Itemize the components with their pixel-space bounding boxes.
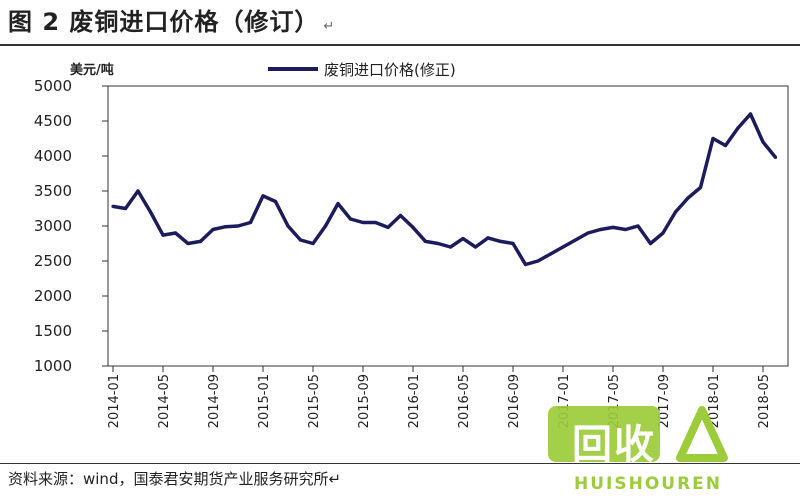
data-point (536, 259, 540, 263)
series-line-scrap-copper-price (112, 112, 777, 267)
data-point (223, 225, 228, 229)
data-point (736, 126, 740, 130)
data-point (598, 227, 603, 232)
data-point (261, 194, 265, 198)
data-point (236, 224, 240, 228)
top-rule (0, 44, 800, 46)
y-tick-label: 4000 (34, 147, 72, 165)
x-tick-label: 2014-05 (157, 374, 172, 428)
figure-title-text: 图 2 废铜进口价格（修订） (8, 8, 320, 36)
watermark-text: HUISHOUREN (574, 474, 723, 494)
data-point (198, 239, 203, 243)
y-axis: 1000 1500 2000 2500 3000 3500 4000 4500 5000 (34, 77, 108, 375)
line-chart: 1000 1500 2000 2500 3000 3500 4000 4500 5000 201… (34, 61, 789, 428)
x-tick-label: 2016-01 (407, 374, 422, 428)
data-point (448, 245, 453, 249)
data-point (561, 245, 565, 249)
x-tick-label: 2018-05 (757, 374, 772, 428)
legend: 废铜进口价格(修正) (268, 61, 456, 79)
watermark-logo (548, 406, 728, 462)
data-point (498, 239, 503, 243)
data-point (173, 231, 178, 235)
data-point (411, 225, 415, 229)
x-tick-label: 2015-09 (357, 374, 372, 428)
data-point (623, 227, 628, 232)
data-point (473, 245, 478, 249)
data-point (248, 220, 253, 225)
data-point (123, 206, 128, 211)
data-point (511, 241, 515, 246)
data-point (648, 241, 653, 246)
bottom-rule (0, 463, 800, 464)
data-point (773, 155, 778, 159)
y-tick-label: 5000 (34, 77, 72, 95)
data-point (398, 213, 403, 218)
data-point (423, 239, 428, 243)
y-tick-label: 2000 (34, 287, 72, 305)
data-point (686, 196, 690, 200)
return-mark-icon: ↵ (323, 19, 336, 34)
y-tick-label: 2500 (34, 252, 72, 270)
x-tick-label: 2016-05 (457, 374, 472, 428)
y-tick-label: 3500 (34, 182, 72, 200)
data-point (486, 236, 490, 240)
x-tick-label: 2014-01 (107, 374, 122, 428)
data-point (698, 185, 703, 190)
data-point (711, 136, 715, 141)
data-point (436, 241, 440, 246)
data-point (611, 225, 615, 229)
x-tick-label: 2018-01 (707, 374, 722, 428)
data-point (673, 210, 678, 214)
data-point (748, 112, 753, 116)
data-point (186, 241, 190, 246)
legend-label: 废铜进口价格(修正) (324, 61, 456, 79)
data-point (286, 224, 290, 228)
data-point (461, 237, 465, 241)
data-point (148, 210, 153, 214)
x-tick-label: 2015-01 (257, 374, 272, 428)
x-tick-label: 2014-09 (207, 374, 222, 428)
plot-frame (107, 85, 789, 367)
x-axis: 2014-01 2014-05 2014-09 2015-01 2015-05 2015-… (107, 366, 772, 428)
data-point (323, 224, 328, 228)
data-point (111, 204, 115, 208)
data-point (298, 238, 303, 242)
data-point (311, 241, 315, 246)
data-point (548, 252, 553, 256)
y-axis-unit-label: 美元/吨 (70, 62, 114, 78)
x-tick-label: 2016-09 (507, 374, 522, 428)
data-point (586, 231, 590, 235)
data-point (661, 231, 665, 235)
data-point (361, 220, 365, 225)
y-tick-label: 1500 (34, 322, 72, 340)
data-point (723, 143, 728, 148)
watermark-name: 回收 (572, 422, 656, 468)
data-points (111, 112, 778, 267)
x-tick-label: 2017-09 (657, 374, 672, 428)
data-point (386, 225, 390, 229)
figure-title: 图 2 废铜进口价格（修订） ↵ (8, 2, 335, 37)
data-point (373, 220, 378, 225)
y-tick-label: 1000 (34, 357, 72, 375)
y-tick-label: 4500 (34, 112, 72, 130)
data-point (273, 199, 278, 204)
data-point (636, 224, 640, 228)
data-point (211, 227, 215, 232)
data-point (761, 140, 765, 144)
x-tick-label: 2015-05 (307, 374, 322, 428)
data-point (348, 217, 353, 221)
y-tick-label: 3000 (34, 217, 72, 235)
source-note: 资料来源：wind，国泰君安期货产业服务研究所↵ (8, 470, 342, 488)
data-point (136, 189, 140, 193)
data-point (336, 202, 340, 206)
data-point (161, 233, 165, 237)
data-point (523, 262, 528, 267)
data-point (573, 238, 578, 242)
